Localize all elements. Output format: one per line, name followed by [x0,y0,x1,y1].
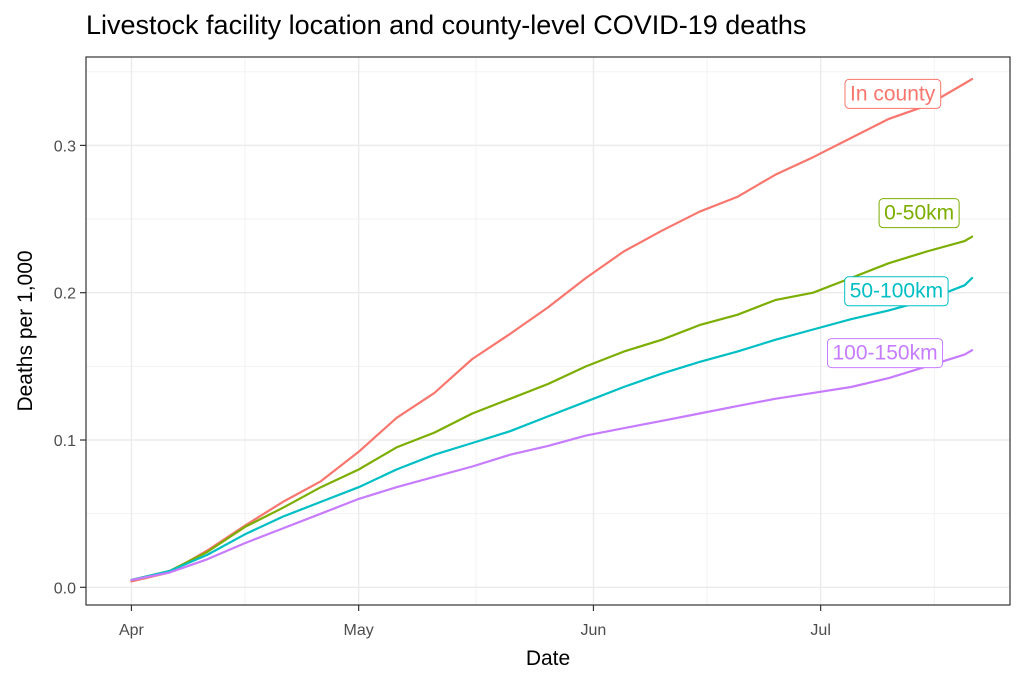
x-tick-label: Apr [119,622,145,639]
series-label-box [844,78,942,109]
y-axis-title: Deaths per 1,000 [14,250,37,411]
x-tick-label: Jul [810,622,830,639]
series-label-100-150km: 100-150km [827,338,944,369]
series-label-text: 100-150km [833,342,938,365]
series-label-box [878,198,960,229]
y-tick-label: 0.3 [54,138,76,155]
series-label-box [844,276,949,307]
series-label-box [827,338,944,369]
x-tick-label: Jun [581,622,607,639]
series-layer [130,77,974,583]
x-axis-title: Date [526,647,570,670]
axis-layer: Apr May Jun Jul 0.0 0.1 0.2 0.3 [54,138,831,639]
series-line-0-50km [130,235,974,582]
panel-border [85,56,1011,606]
grid-layer [86,57,1010,605]
series-line-50-100km [130,276,974,582]
series-label-text: 0-50km [884,202,954,225]
series-label-layer: In county 0-50km 50-100km 100-150km [827,78,960,369]
x-tick-label: May [344,622,374,639]
series-label-text: In county [850,82,936,105]
chart-title: Livestock facility location and county-l… [86,10,806,40]
series-label-in-county: In county [844,78,942,109]
series-label-0-50km: 0-50km [878,198,960,229]
y-tick-label: 0.2 [54,286,76,303]
series-line-in-county [130,77,974,583]
y-tick-label: 0.1 [54,433,76,450]
series-label-50-100km: 50-100km [844,276,949,307]
series-line-100-150km [130,349,974,582]
series-label-text: 50-100km [850,280,943,303]
y-tick-label: 0.0 [54,580,76,597]
